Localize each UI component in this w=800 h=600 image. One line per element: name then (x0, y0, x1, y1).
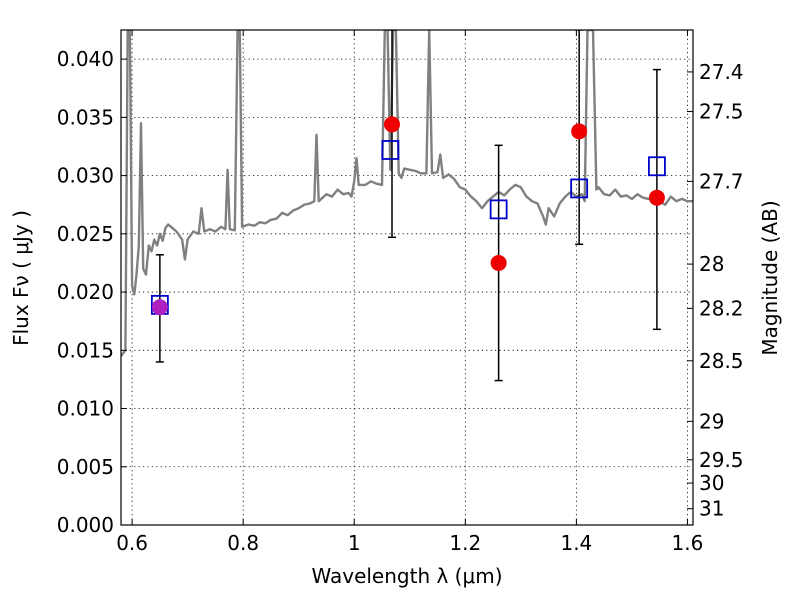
y-tick-label: 0.000 (57, 513, 114, 537)
y-right-tick-label: 29.5 (699, 448, 744, 472)
y-tick-label: 0.025 (57, 222, 114, 246)
x-tick-label: 1.4 (560, 531, 592, 555)
y-right-tick-label: 28.2 (699, 296, 744, 320)
tick-labels: 0.6 0.8 1 1.2 1.4 1.6 0.000 0.005 0.010 0.015 0.02… (57, 47, 744, 555)
x-tick-label: 1.2 (449, 531, 481, 555)
y-right-tick-label: 27.5 (699, 100, 744, 124)
observed-circle-marker (490, 254, 507, 271)
model-square-marker (648, 156, 666, 177)
axis-ticks (121, 30, 693, 526)
spectrum-line (121, 30, 693, 357)
y-axis-right-title: Magnitude (AB) (758, 200, 782, 355)
y-tick-label: 0.015 (57, 338, 114, 362)
plot-frame (120, 29, 694, 526)
x-tick-label: 1.6 (672, 531, 704, 555)
model-square-marker (570, 178, 589, 199)
y-tick-label: 0.020 (57, 280, 114, 304)
observed-point-layer (151, 116, 665, 316)
x-tick-label: 1 (348, 531, 361, 555)
observed-circle-marker (648, 189, 665, 206)
y-right-tick-label: 28.5 (699, 349, 744, 373)
y-right-tick-label: 27.7 (699, 169, 744, 193)
observed-circle-marker (384, 116, 401, 133)
y-right-tick-label: 31 (699, 497, 724, 521)
observed-circle-marker (571, 123, 588, 140)
model-square-marker (381, 140, 400, 160)
x-tick-label: 0.8 (227, 531, 259, 555)
y-right-tick-label: 30 (699, 471, 724, 495)
y-axis-title: Flux Fν ( μJy ) (9, 210, 33, 346)
x-tick-label: 0.6 (116, 531, 148, 555)
spectrum-layer (121, 30, 693, 357)
x-axis-title: Wavelength λ (μm) (311, 564, 502, 588)
model-square-marker (489, 199, 508, 220)
y-tick-label: 0.005 (57, 455, 114, 479)
y-right-tick-label: 27.4 (699, 60, 744, 84)
y-tick-label: 0.035 (57, 105, 114, 129)
model-point-layer (150, 140, 666, 315)
observed-circle-marker (151, 299, 168, 316)
y-right-tick-label: 29 (699, 409, 724, 433)
grid (121, 30, 693, 526)
y-tick-label: 0.010 (57, 397, 114, 421)
y-tick-label: 0.030 (57, 164, 114, 188)
errorbar-layer (155, 30, 661, 382)
y-tick-label: 0.040 (57, 47, 114, 71)
y-right-tick-label: 28 (699, 252, 724, 276)
